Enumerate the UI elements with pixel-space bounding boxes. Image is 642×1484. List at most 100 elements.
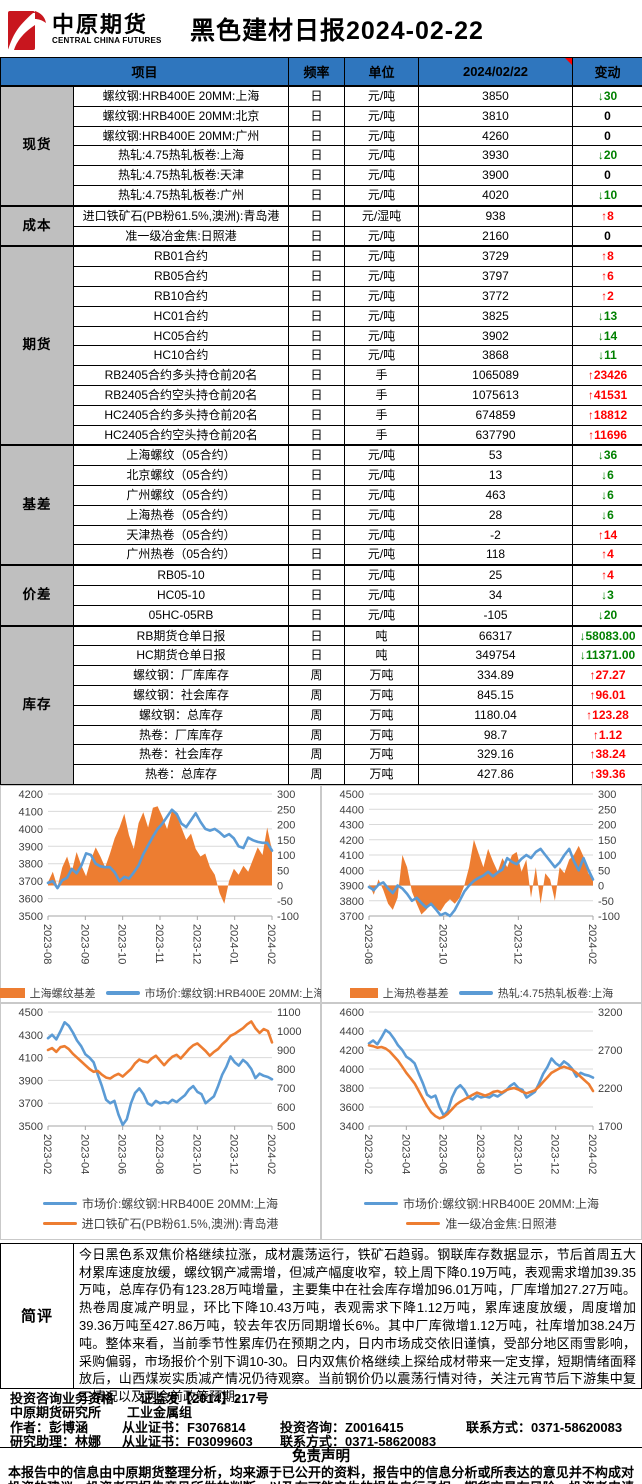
value-cell: 3868	[418, 345, 574, 367]
unit-cell: 元/吨	[344, 266, 420, 287]
unit-cell: 元/吨	[344, 145, 420, 167]
table-header-row: 项目 频率 单位 2024/02/22 变动	[0, 57, 642, 87]
unit-cell: 元/吨	[344, 345, 420, 367]
item-cell: HC05合约	[72, 325, 290, 347]
svg-text:4300: 4300	[19, 1030, 43, 1042]
comment-marker-icon	[565, 58, 572, 65]
item-cell: HC期货仓单日报	[72, 645, 290, 667]
frequency-cell: 日	[288, 504, 346, 526]
value-cell: 25	[418, 564, 574, 586]
svg-text:2023-10: 2023-10	[190, 1134, 202, 1174]
svg-text:4200: 4200	[340, 835, 364, 847]
group-label: 成本	[0, 204, 74, 247]
value-cell: 674859	[418, 404, 574, 426]
svg-text:4100: 4100	[340, 850, 364, 862]
legend-line-swatch	[363, 1201, 398, 1206]
item-cell: 螺纹钢：总库存	[72, 704, 290, 726]
value-cell: 3729	[418, 245, 574, 268]
value-cell: 3797	[418, 266, 574, 287]
svg-text:4000: 4000	[340, 1064, 364, 1076]
item-cell: 热轧:4.75热轧板卷:上海	[72, 145, 290, 167]
change-cell: 0	[572, 225, 642, 247]
change-cell: ↓6	[572, 504, 642, 526]
svg-text:2023-04: 2023-04	[78, 1134, 90, 1174]
svg-text:2024-02: 2024-02	[265, 1134, 277, 1174]
value-cell: 845.15	[418, 684, 574, 706]
legend-line-swatch	[42, 1221, 77, 1226]
table-row: 热卷：社会库存周万吨 329.16 ↑38.24	[1, 744, 642, 766]
unit-cell: 吨	[344, 645, 420, 667]
table-row: 热轧:4.75热轧板卷:广州日元/吨 4020 ↓10	[1, 184, 642, 207]
unit-cell: 元/吨	[344, 544, 420, 566]
frequency-cell: 日	[288, 465, 346, 486]
svg-text:-100: -100	[277, 911, 299, 923]
svg-text:2024-01: 2024-01	[228, 924, 240, 964]
change-cell: ↑23426	[572, 365, 642, 386]
group-label: 库存	[0, 624, 74, 785]
svg-text:150: 150	[277, 835, 295, 847]
svg-text:2023-12: 2023-12	[549, 1134, 561, 1174]
unit-cell: 吨	[344, 624, 420, 647]
svg-text:3700: 3700	[19, 876, 43, 888]
item-cell: 广州螺纹（05合约）	[72, 484, 290, 506]
svg-text:150: 150	[598, 835, 616, 847]
commentary-section: 简评 今日黑色系双焦价格继续拉涨，成材震荡运行，铁矿石趋弱。钢联库存数据显示，节…	[0, 1242, 642, 1405]
svg-text:3200: 3200	[598, 1007, 622, 1019]
change-cell: ↑27.27	[572, 665, 642, 686]
legend-line-swatch	[105, 991, 140, 995]
frequency-cell: 日	[288, 245, 346, 268]
svg-text:2700: 2700	[598, 1045, 622, 1057]
unit-cell: 元/湿吨	[344, 204, 420, 227]
svg-text:4300: 4300	[340, 819, 364, 831]
value-cell: 3825	[418, 305, 574, 327]
svg-text:2200: 2200	[598, 1083, 622, 1095]
svg-text:1700: 1700	[598, 1121, 622, 1133]
table-row: HC2405合约多头持仓前20名日手 674859 ↑18812	[1, 404, 642, 426]
svg-text:4100: 4100	[19, 1052, 43, 1064]
credentials-assistant-line: 研究助理：林娜 从业证书：F03099603 联系方式：0371-58620083	[10, 1434, 437, 1450]
value-cell: 13	[418, 465, 574, 486]
value-cell: 3900	[418, 165, 574, 186]
legend-label: 热轧:4.75热轧板卷:上海	[497, 987, 614, 1000]
unit-cell: 手	[344, 384, 420, 406]
commentary-text: 今日黑色系双焦价格继续拉涨，成材震荡运行，铁矿石趋弱。钢联库存数据显示，节后首周…	[79, 1246, 636, 1405]
change-cell: ↓20	[572, 145, 642, 167]
frequency-cell: 日	[288, 524, 346, 546]
frequency-cell: 日	[288, 184, 346, 207]
svg-text:1100: 1100	[277, 1007, 301, 1019]
legend-label: 进口铁矿石(PB粉61.5%,澳洲):青岛港	[81, 1216, 279, 1231]
brand: 中原期货 CENTRAL CHINA FUTURES	[0, 7, 182, 51]
change-cell: ↑4	[572, 544, 642, 566]
group-label: 价差	[0, 564, 74, 627]
unit-cell: 万吨	[344, 724, 420, 746]
change-cell: ↑123.28	[572, 704, 642, 726]
item-cell: 热轧:4.75热轧板卷:天津	[72, 165, 290, 186]
value-cell: 53	[418, 444, 574, 467]
frequency-cell: 日	[288, 424, 346, 446]
table-row: HC10合约日元/吨 3868 ↓11	[1, 345, 642, 367]
value-cell: 3902	[418, 325, 574, 347]
legend-label: 上海螺纹基差	[29, 987, 96, 1000]
svg-text:4400: 4400	[340, 1026, 364, 1038]
table-row: 价差 RB05-10 日元/吨 25 ↑4	[0, 564, 642, 627]
change-cell: ↓10	[572, 184, 642, 207]
change-cell: ↑96.01	[572, 684, 642, 706]
change-cell: ↓20	[572, 604, 642, 627]
table-row: 现货 螺纹钢:HRB400E 20MM:上海日元/吨 3850 ↓30	[0, 84, 642, 207]
unit-cell: 元/吨	[344, 325, 420, 347]
frequency-cell: 日	[288, 325, 346, 347]
svg-text:-50: -50	[277, 896, 293, 908]
page-title: 黑色建材日报2024-02-22	[190, 16, 484, 45]
disclaimer-section: 免责声明 本报告中的信息由中原期货整理分析，均来源于已公开的资料，报告中的信息分…	[0, 1446, 642, 1484]
value-cell: 34	[418, 584, 574, 606]
svg-text:2023-02: 2023-02	[41, 1134, 53, 1174]
change-cell: ↑41531	[572, 384, 642, 406]
value-cell: 1180.04	[418, 704, 574, 726]
svg-text:2023-08: 2023-08	[474, 1134, 486, 1174]
table-row: 广州热卷（05合约）日元/吨 118 ↑4	[1, 544, 642, 566]
legend-line-swatch	[42, 1201, 77, 1206]
svg-text:2024-02: 2024-02	[586, 924, 598, 964]
chart-legend: 上海螺纹基差 市场价:螺纹钢:HRB400E 20MM:上海	[0, 985, 324, 1001]
svg-text:4000: 4000	[340, 865, 364, 877]
unit-cell: 手	[344, 424, 420, 446]
